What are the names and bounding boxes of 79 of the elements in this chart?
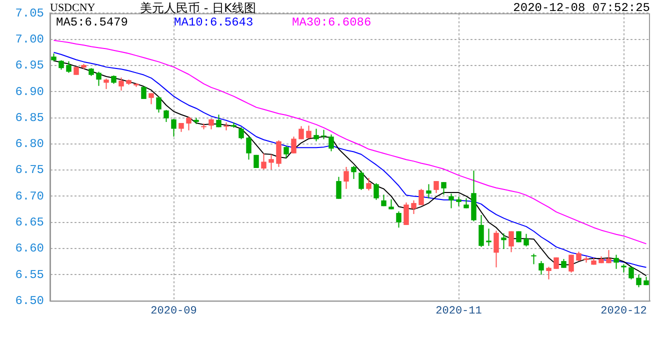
candlestick <box>164 109 169 122</box>
candlestick <box>284 146 289 159</box>
candlestick <box>538 260 544 276</box>
candlestick <box>531 253 536 265</box>
candlestick <box>546 266 552 280</box>
y-tick-label: 7.05 <box>15 6 44 20</box>
y-tick-label: 6.95 <box>15 58 44 73</box>
candlestick <box>141 86 146 100</box>
candlestick <box>494 230 499 268</box>
text: MA5:6.5479 <box>56 15 128 30</box>
candlestick <box>366 177 372 191</box>
candlestick <box>118 77 124 92</box>
x-tick-label: 2020-09 <box>150 305 197 318</box>
y-tick-label: 6.90 <box>15 84 44 99</box>
candlestick <box>396 210 402 228</box>
x-tick-label: 2020-12 <box>600 305 647 318</box>
candlestick <box>314 128 319 142</box>
candlestick <box>441 182 446 196</box>
candlestick <box>426 184 432 199</box>
candlestick <box>66 60 72 74</box>
candlestick <box>501 232 506 250</box>
candlestick <box>298 126 304 140</box>
candlestick <box>254 154 259 168</box>
candlestick <box>568 254 574 274</box>
candlestick <box>216 114 222 128</box>
candlestick <box>614 254 619 270</box>
candlestick <box>351 165 356 180</box>
candlestick <box>224 122 229 131</box>
chart-title: 美元人民币 - 日K线图 <box>140 1 256 15</box>
candlestick <box>486 228 492 246</box>
candlestick <box>291 136 296 154</box>
y-tick-label: 6.60 <box>15 242 44 256</box>
candlestick <box>478 214 484 248</box>
candlestick <box>456 196 462 207</box>
chart-subtitle: USDCNY <box>50 1 96 15</box>
y-tick-label: 6.55 <box>15 268 44 282</box>
candlestick <box>156 96 162 114</box>
candlestick <box>374 182 379 200</box>
candlestick <box>636 274 642 288</box>
candlestick <box>388 198 394 210</box>
candlestick <box>246 136 252 160</box>
candlestick <box>306 125 312 139</box>
candlestick <box>418 188 424 206</box>
y-tick-label: 6.50 <box>15 294 44 308</box>
y-tick-label: 6.75 <box>15 163 44 178</box>
candlestick <box>404 202 409 226</box>
candlestick <box>524 233 529 247</box>
candlestick <box>411 200 416 214</box>
candlestick <box>186 116 192 131</box>
annotation: 2020-12-08 07:52:25 <box>513 1 650 15</box>
candlestick <box>508 230 514 253</box>
candlestick <box>628 266 634 280</box>
candlestick <box>276 140 282 168</box>
y-tick-label: 6.80 <box>15 137 44 152</box>
candlestick <box>171 118 176 138</box>
candlestick <box>434 180 439 194</box>
candlestick <box>336 176 342 200</box>
candlestick <box>238 126 244 140</box>
candlestick <box>358 170 364 190</box>
candlestick <box>148 92 154 105</box>
text: MA10:6.5643 <box>174 15 254 30</box>
y-tick-label: 6.70 <box>15 189 44 204</box>
y-tick-label: 7.00 <box>15 32 44 47</box>
text: MA30:6.6086 <box>292 15 372 30</box>
candlestick <box>448 193 454 209</box>
candlestick <box>208 118 214 130</box>
candlestick <box>606 250 612 264</box>
candlestick <box>321 129 326 140</box>
candlestick <box>576 251 582 262</box>
candlestick <box>328 134 334 152</box>
candlestick <box>58 60 64 70</box>
candlestick <box>261 152 266 170</box>
y-tick-label: 6.85 <box>15 110 44 125</box>
x-tick-label: 2020-11 <box>436 305 482 318</box>
candlestick <box>344 166 349 190</box>
candlestick <box>268 154 274 170</box>
candlestick <box>96 71 102 86</box>
y-tick-label: 6.65 <box>15 216 44 230</box>
candlestick <box>104 78 109 90</box>
